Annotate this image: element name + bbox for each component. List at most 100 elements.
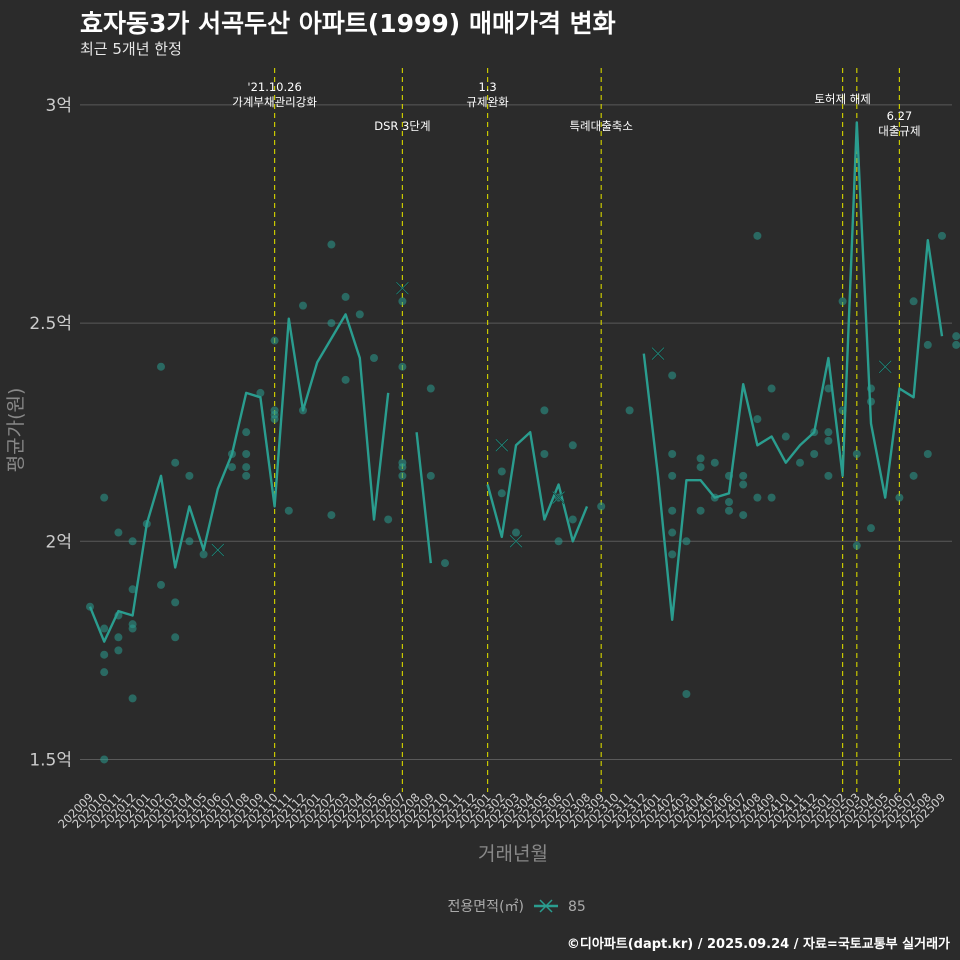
data-point (753, 231, 762, 240)
data-point (327, 319, 336, 328)
event-label: 규제완화 (466, 95, 509, 109)
data-point (242, 450, 251, 458)
event-label: DSR 3단계 (374, 119, 430, 133)
data-point (568, 515, 577, 524)
data-point (171, 633, 180, 642)
data-point (824, 471, 833, 480)
data-point (299, 301, 307, 310)
y-tick-label: 1.5억 (29, 750, 72, 770)
data-point (568, 441, 577, 450)
source-credit: ©디아파트(dapt.kr) / 2025.09.24 / 자료=국토교통부 실… (566, 937, 950, 952)
series-points (86, 231, 960, 764)
legend: 전용면적(㎡) 85 (448, 899, 586, 915)
data-point (185, 471, 194, 480)
data-point (398, 362, 407, 371)
data-point (952, 340, 960, 349)
data-point (668, 471, 677, 480)
data-point (128, 694, 137, 703)
data-point (426, 384, 435, 393)
event-label: 6.27 (887, 109, 913, 123)
data-point (100, 755, 109, 764)
data-point (852, 541, 861, 550)
series-line (642, 121, 944, 621)
data-point (938, 231, 946, 240)
data-point (228, 450, 236, 458)
data-point (100, 650, 109, 659)
series-lines (88, 121, 944, 643)
data-point (852, 450, 861, 458)
data-point (909, 471, 918, 480)
chart-subtitle: 최근 5개년 한정 (80, 40, 182, 58)
data-point (114, 611, 123, 620)
data-point (171, 458, 180, 467)
data-point (810, 450, 819, 458)
data-point (171, 598, 180, 607)
data-point (867, 397, 875, 406)
data-point (867, 384, 875, 393)
data-point (398, 297, 407, 306)
data-point (370, 354, 378, 362)
legend-cross-key (539, 899, 553, 913)
data-point (682, 690, 691, 698)
data-point (739, 480, 748, 489)
data-point (256, 388, 265, 397)
y-tick-label: 2억 (46, 532, 72, 552)
data-point (114, 633, 123, 642)
y-tick-labels: 1.5억 2억 2.5억 3억 (29, 96, 72, 771)
data-point (327, 511, 336, 520)
data-point (341, 375, 350, 384)
data-point (128, 537, 137, 546)
data-point (625, 406, 634, 415)
data-point (384, 515, 393, 524)
data-point (824, 384, 833, 393)
series-line (486, 431, 589, 543)
data-point (668, 450, 677, 458)
data-cross (651, 347, 665, 360)
x-tick-labels: 2020092020102020112020122021012021022021… (55, 790, 948, 831)
data-cross (396, 281, 409, 295)
data-point (824, 428, 833, 437)
data-point (767, 493, 776, 502)
data-point (739, 471, 748, 480)
data-point (867, 524, 875, 533)
data-point (228, 463, 236, 472)
data-point (497, 467, 506, 476)
data-point (100, 668, 109, 677)
chart-title: 효자동3가 서곡두산 아파트(1999) 매매가격 변화 (80, 9, 616, 38)
data-point (284, 506, 293, 515)
data-point (923, 340, 932, 349)
data-point (725, 498, 733, 506)
data-point (398, 463, 407, 472)
data-point (781, 432, 790, 441)
data-cross (878, 360, 892, 374)
data-point (952, 332, 960, 341)
data-point (668, 528, 677, 537)
data-point (299, 406, 307, 415)
data-point (753, 493, 762, 502)
data-point (824, 436, 833, 445)
data-point (86, 602, 94, 611)
data-point (554, 537, 563, 546)
data-cross (509, 534, 523, 548)
data-point (426, 471, 435, 480)
data-point (128, 624, 137, 633)
y-tick-label: 2.5억 (29, 314, 72, 334)
data-cross (495, 438, 509, 452)
data-point (512, 528, 520, 537)
data-point (696, 454, 705, 463)
data-point (725, 471, 733, 480)
series-crosses (211, 281, 892, 557)
y-tick-label: 3억 (46, 96, 72, 116)
event-label: 1.3 (478, 80, 496, 94)
data-point (796, 458, 804, 467)
data-point (157, 580, 165, 589)
data-point (753, 415, 762, 424)
data-point (739, 511, 748, 520)
data-point (242, 463, 251, 472)
event-lines (274, 68, 901, 792)
data-point (597, 502, 606, 511)
series-line (415, 432, 432, 564)
event-label: 특례대출축소 (569, 119, 632, 133)
data-point (100, 493, 109, 502)
data-point (710, 493, 719, 502)
